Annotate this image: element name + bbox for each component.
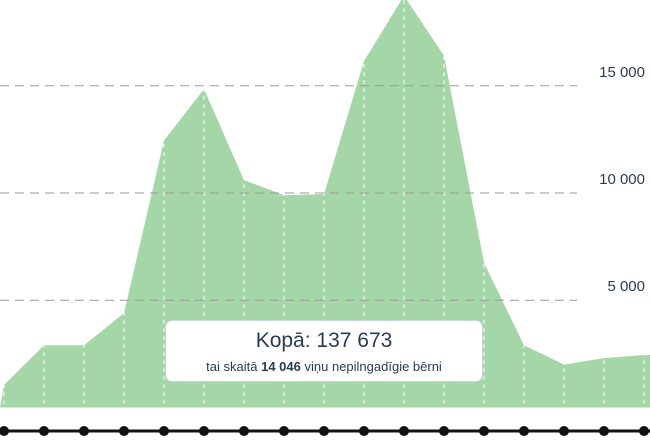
y-tick-label: 15 000 <box>599 64 645 81</box>
x-axis-dot <box>479 426 489 436</box>
area <box>0 0 650 408</box>
x-axis-dot <box>159 426 169 436</box>
x-axis-dot <box>79 426 89 436</box>
annotation-text: tai skaitā 14 046 viņu nepilngadīgie bēr… <box>166 359 482 374</box>
x-axis-dot <box>199 426 209 436</box>
annotation-text-after: viņu nepilngadīgie bērni <box>304 359 442 374</box>
x-axis-dot <box>0 426 9 436</box>
x-axis-dot <box>519 426 529 436</box>
x-axis-dot <box>359 426 369 436</box>
x-axis-dot <box>399 426 409 436</box>
x-axis-dot <box>439 426 449 436</box>
x-axis-dot <box>119 426 129 436</box>
annotation-title: Kopā: 137 673 <box>255 329 393 352</box>
x-axis-dot <box>319 426 329 436</box>
x-axis-dot <box>239 426 249 436</box>
annotation-text-before: tai skaitā <box>206 359 258 374</box>
y-tick-label: 10 000 <box>599 171 645 188</box>
annotation-highlight: 14 046 <box>261 359 301 374</box>
x-axis-dot <box>639 426 649 436</box>
x-axis-dot <box>559 426 569 436</box>
annotation-box: Kopā: 137 673 tai skaitā 14 046 viņu nep… <box>165 320 483 382</box>
y-tick-label: 5 000 <box>607 278 645 295</box>
x-axis-dot <box>279 426 289 436</box>
x-axis-dot <box>599 426 609 436</box>
x-axis-dot <box>39 426 49 436</box>
